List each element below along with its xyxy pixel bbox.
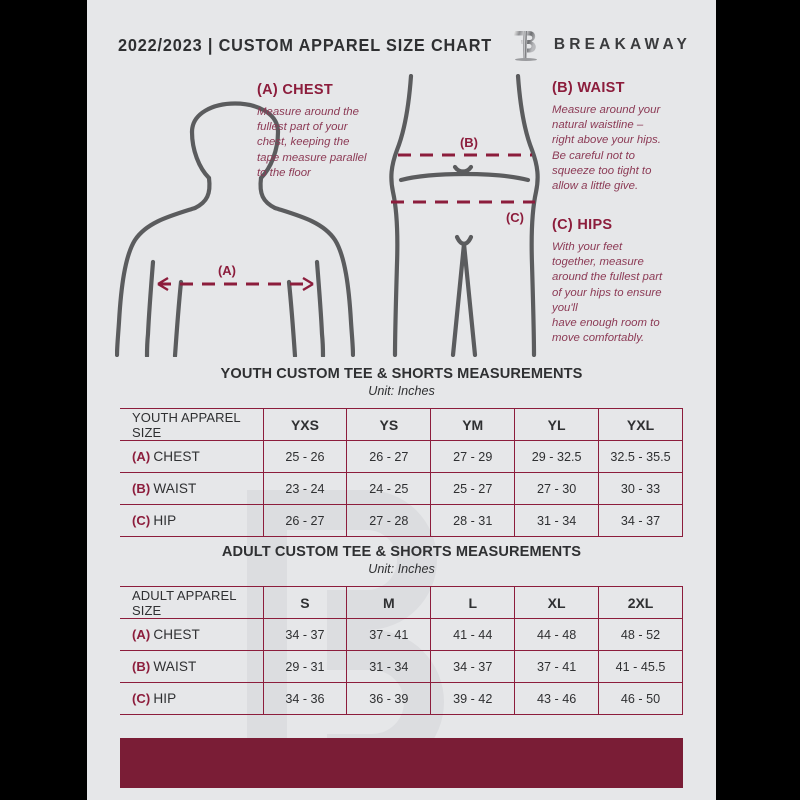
cell-value: 29 - 32.5 [514, 440, 599, 473]
table-header-row: YOUTH APPAREL SIZE YXS YS YM YL YXL [120, 408, 683, 441]
male-hips-front-outline-icon: (B) (C) [389, 74, 540, 357]
row-label: HIP [153, 513, 177, 528]
cell-value: 48 - 52 [598, 618, 683, 651]
youth-size-section: YOUTH CUSTOM TEE & SHORTS MEASUREMENTS U… [120, 366, 683, 537]
adult-section-title: ADULT CUSTOM TEE & SHORTS MEASUREMENTS [221, 544, 582, 560]
footer-bar [120, 738, 683, 788]
cell-value: 25 - 27 [430, 472, 515, 505]
cell-value: 28 - 31 [430, 504, 515, 537]
cell-value: 34 - 36 [262, 682, 347, 715]
row-label: HIP [153, 691, 177, 706]
row-label: WAIST [153, 481, 197, 496]
hips-info-title: (C) HIPS [552, 217, 613, 233]
measurement-illustrations: (A) (B) (C) (A) CHEST Measure around the… [87, 72, 716, 357]
cell-value: 36 - 39 [346, 682, 431, 715]
youth-section-unit: Unit: Inches [368, 384, 435, 398]
row-tag: (A) [132, 449, 151, 464]
chest-info-title: (A) CHEST [257, 82, 333, 98]
male-torso-front-outline-icon: (A) [115, 101, 355, 357]
size-col-0: YXS [262, 408, 347, 441]
hips-marker-label: (C) [506, 210, 524, 225]
youth-size-table: YOUTH APPAREL SIZE YXS YS YM YL YXL (A) C… [120, 408, 683, 537]
cell-value: 34 - 37 [262, 618, 347, 651]
table-row: (B) WAIST 29 - 31 31 - 34 34 - 37 37 - 41… [120, 650, 683, 683]
cell-value: 31 - 34 [514, 504, 599, 537]
breakaway-b-logo-icon [513, 31, 537, 61]
table-row: (A) CHEST 25 - 26 26 - 27 27 - 29 29 - 32… [120, 440, 683, 473]
size-col-3: YL [514, 408, 599, 441]
cell-value: 26 - 27 [346, 440, 431, 473]
size-col-1: YS [346, 408, 431, 441]
row-tag: (A) [132, 627, 151, 642]
youth-apparel-size-header: YOUTH APPAREL SIZE [120, 408, 263, 441]
cell-value: 27 - 29 [430, 440, 515, 473]
row-label: WAIST [153, 659, 197, 674]
size-col-4: YXL [598, 408, 683, 441]
cell-value: 46 - 50 [598, 682, 683, 715]
cell-value: 43 - 46 [514, 682, 599, 715]
size-chart-page: 2022/2023 | CUSTOM APPAREL SIZE CHART BR… [87, 0, 716, 800]
cell-value: 39 - 42 [430, 682, 515, 715]
hips-info-block: (C) HIPS With your feet together, measur… [552, 217, 704, 346]
cell-value: 30 - 33 [598, 472, 683, 505]
cell-value: 37 - 41 [346, 618, 431, 651]
cell-value: 27 - 28 [346, 504, 431, 537]
cell-value: 29 - 31 [262, 650, 347, 683]
waist-info-block: (B) WAIST Measure around your natural wa… [552, 80, 704, 194]
cell-value: 27 - 30 [514, 472, 599, 505]
size-col-3: XL [514, 586, 599, 619]
row-label: CHEST [153, 449, 200, 464]
row-tag: (B) [132, 481, 151, 496]
row-label: CHEST [153, 627, 200, 642]
cell-value: 34 - 37 [598, 504, 683, 537]
size-col-2: L [430, 586, 515, 619]
adult-size-section: ADULT CUSTOM TEE & SHORTS MEASUREMENTS U… [120, 544, 683, 715]
cell-value: 41 - 45.5 [598, 650, 683, 683]
table-row: (B) WAIST 23 - 24 24 - 25 25 - 27 27 - 30… [120, 472, 683, 505]
cell-value: 23 - 24 [262, 472, 347, 505]
size-col-4: 2XL [598, 586, 683, 619]
adult-apparel-size-header: ADULT APPAREL SIZE [120, 586, 263, 619]
waist-info-body: Measure around your natural waistline – … [552, 104, 661, 193]
page-title: 2022/2023 | CUSTOM APPAREL SIZE CHART [118, 34, 493, 55]
cell-value: 25 - 26 [262, 440, 347, 473]
row-tag: (B) [132, 659, 151, 674]
cell-value: 32.5 - 35.5 [598, 440, 683, 473]
table-row: (A) CHEST 34 - 37 37 - 41 41 - 44 44 - 48… [120, 618, 683, 651]
table-header-row: ADULT APPAREL SIZE S M L XL 2XL [120, 586, 683, 619]
size-col-0: S [262, 586, 347, 619]
chest-info-block: (A) CHEST Measure around the fullest par… [257, 82, 409, 181]
chest-marker-label: (A) [218, 263, 236, 278]
youth-section-title: YOUTH CUSTOM TEE & SHORTS MEASUREMENTS [220, 366, 583, 382]
size-col-2: YM [430, 408, 515, 441]
waist-info-title: (B) WAIST [552, 80, 625, 96]
brand-lockup: BREAKAWAY [511, 29, 691, 61]
cell-value: 24 - 25 [346, 472, 431, 505]
cell-value: 41 - 44 [430, 618, 515, 651]
size-col-1: M [346, 586, 431, 619]
cell-value: 44 - 48 [514, 618, 599, 651]
adult-size-table: ADULT APPAREL SIZE S M L XL 2XL (A) CHEST… [120, 586, 683, 715]
adult-section-unit: Unit: Inches [368, 562, 435, 576]
table-row: (C) HIP 34 - 36 36 - 39 39 - 42 43 - 46 4… [120, 682, 683, 715]
cell-value: 31 - 34 [346, 650, 431, 683]
row-tag: (C) [132, 691, 151, 706]
waist-marker-label: (B) [460, 135, 478, 150]
chest-info-body: Measure around the fullest part of your … [257, 106, 367, 179]
brand-name: BREAKAWAY [553, 36, 691, 53]
hips-info-body: With your feet together, measure around … [552, 241, 663, 345]
cell-value: 34 - 37 [430, 650, 515, 683]
row-tag: (C) [132, 513, 151, 528]
cell-value: 26 - 27 [262, 504, 347, 537]
cell-value: 37 - 41 [514, 650, 599, 683]
page-header: 2022/2023 | CUSTOM APPAREL SIZE CHART BR… [87, 28, 716, 62]
table-row: (C) HIP 26 - 27 27 - 28 28 - 31 31 - 34 3… [120, 504, 683, 537]
